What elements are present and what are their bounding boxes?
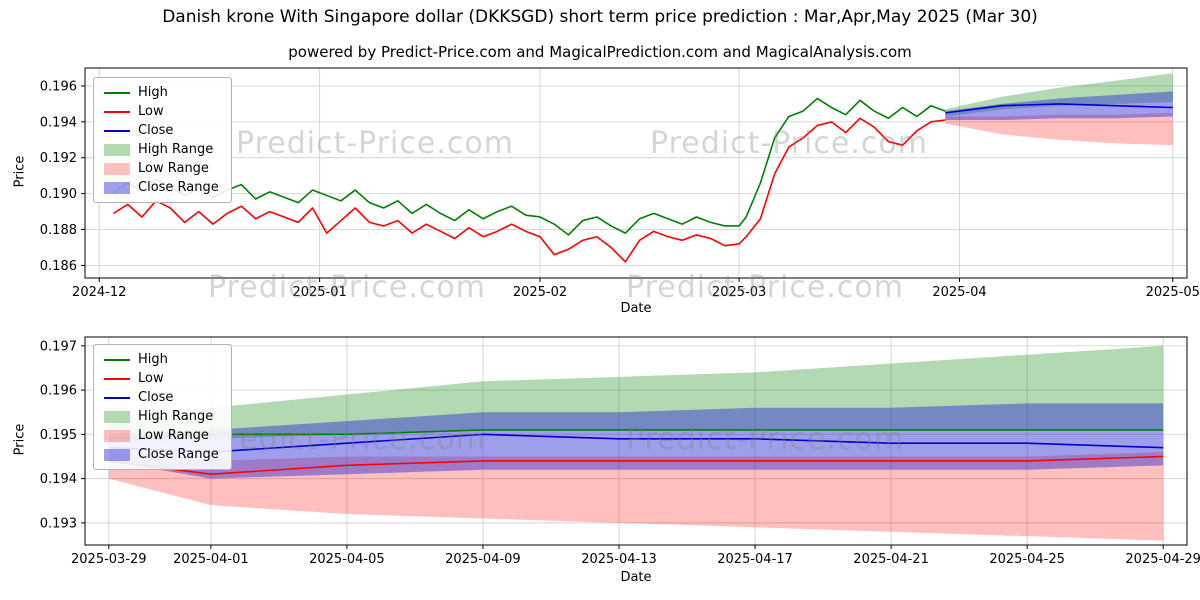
top-chart-y-axis-label: Price bbox=[12, 155, 28, 188]
legend-label-close: Close bbox=[138, 390, 174, 405]
legend-label-high: High bbox=[138, 352, 168, 367]
legend-label-high: High bbox=[138, 85, 168, 100]
legend-label-close: Close bbox=[138, 123, 174, 138]
legend-swatch-high-line bbox=[104, 91, 130, 94]
legend-swatch-high-range bbox=[104, 143, 130, 156]
svg-text:2025-04-05: 2025-04-05 bbox=[309, 552, 385, 567]
legend-label-low: Low bbox=[138, 371, 164, 386]
svg-text:0.194: 0.194 bbox=[40, 472, 77, 487]
svg-text:2025-04-29: 2025-04-29 bbox=[1125, 552, 1200, 567]
svg-text:2025-04-09: 2025-04-09 bbox=[445, 552, 521, 567]
legend-swatch-high-range bbox=[104, 410, 130, 423]
legend-label-low-range: Low Range bbox=[138, 161, 209, 176]
legend-swatch-low-range bbox=[104, 429, 130, 442]
legend-item-close: Close bbox=[104, 123, 219, 138]
legend-item-low-range: Low Range bbox=[104, 428, 219, 443]
svg-text:2025-04: 2025-04 bbox=[932, 285, 986, 300]
svg-text:0.197: 0.197 bbox=[40, 339, 77, 354]
legend-swatch-low-line bbox=[104, 377, 130, 380]
legend-item-close: Close bbox=[104, 390, 219, 405]
legend-label-low: Low bbox=[138, 104, 164, 119]
legend-label-high-range: High Range bbox=[138, 409, 214, 424]
svg-text:0.188: 0.188 bbox=[40, 223, 77, 238]
svg-text:0.194: 0.194 bbox=[40, 115, 77, 130]
legend-label-close-range: Close Range bbox=[138, 447, 219, 462]
bottom-chart-x-axis-label: Date bbox=[620, 570, 652, 585]
top-chart-legend: High Low Close High Range Low Range Clos… bbox=[93, 77, 232, 203]
svg-text:2025-03-29: 2025-03-29 bbox=[71, 552, 147, 567]
legend-label-close-range: Close Range bbox=[138, 180, 219, 195]
legend-item-high-range: High Range bbox=[104, 142, 219, 157]
svg-text:2025-04-17: 2025-04-17 bbox=[717, 552, 793, 567]
chart-subtitle: powered by Predict-Price.com and Magical… bbox=[288, 43, 912, 61]
svg-text:0.190: 0.190 bbox=[40, 187, 77, 202]
svg-text:0.196: 0.196 bbox=[40, 79, 77, 94]
svg-text:0.192: 0.192 bbox=[40, 151, 77, 166]
svg-text:2025-04-25: 2025-04-25 bbox=[989, 552, 1065, 567]
legend-swatch-low-line bbox=[104, 110, 130, 113]
svg-text:2025-02: 2025-02 bbox=[513, 285, 567, 300]
legend-item-low: Low bbox=[104, 371, 219, 386]
legend-swatch-high-line bbox=[104, 358, 130, 361]
svg-text:0.193: 0.193 bbox=[40, 516, 77, 531]
legend-swatch-close-range bbox=[104, 181, 130, 194]
svg-text:2025-01: 2025-01 bbox=[292, 285, 346, 300]
svg-text:2025-04-01: 2025-04-01 bbox=[173, 552, 249, 567]
legend-label-low-range: Low Range bbox=[138, 428, 209, 443]
svg-text:0.196: 0.196 bbox=[40, 384, 77, 399]
legend-item-close-range: Close Range bbox=[104, 180, 219, 195]
legend-swatch-close-line bbox=[104, 129, 130, 132]
svg-text:2025-04-21: 2025-04-21 bbox=[853, 552, 929, 567]
page-title: Danish krone With Singapore dollar (DKKS… bbox=[162, 7, 1038, 27]
legend-label-high-range: High Range bbox=[138, 142, 214, 157]
svg-text:2025-04-13: 2025-04-13 bbox=[581, 552, 657, 567]
top-chart-x-axis-label: Date bbox=[620, 301, 652, 316]
legend-item-high: High bbox=[104, 352, 219, 367]
legend-item-low-range: Low Range bbox=[104, 161, 219, 176]
legend-swatch-low-range bbox=[104, 162, 130, 175]
svg-text:0.186: 0.186 bbox=[40, 259, 77, 274]
legend-item-high: High bbox=[104, 85, 219, 100]
legend-item-low: Low bbox=[104, 104, 219, 119]
svg-text:2024-12: 2024-12 bbox=[72, 285, 126, 300]
legend-swatch-close-line bbox=[104, 396, 130, 399]
svg-text:2025-03: 2025-03 bbox=[712, 285, 766, 300]
svg-text:0.195: 0.195 bbox=[40, 428, 77, 443]
legend-item-close-range: Close Range bbox=[104, 447, 219, 462]
bottom-chart-y-axis-label: Price bbox=[12, 423, 28, 456]
legend-swatch-close-range bbox=[104, 448, 130, 461]
svg-text:2025-05: 2025-05 bbox=[1146, 285, 1200, 300]
bottom-chart-legend: High Low Close High Range Low Range Clos… bbox=[93, 344, 232, 470]
legend-item-high-range: High Range bbox=[104, 409, 219, 424]
